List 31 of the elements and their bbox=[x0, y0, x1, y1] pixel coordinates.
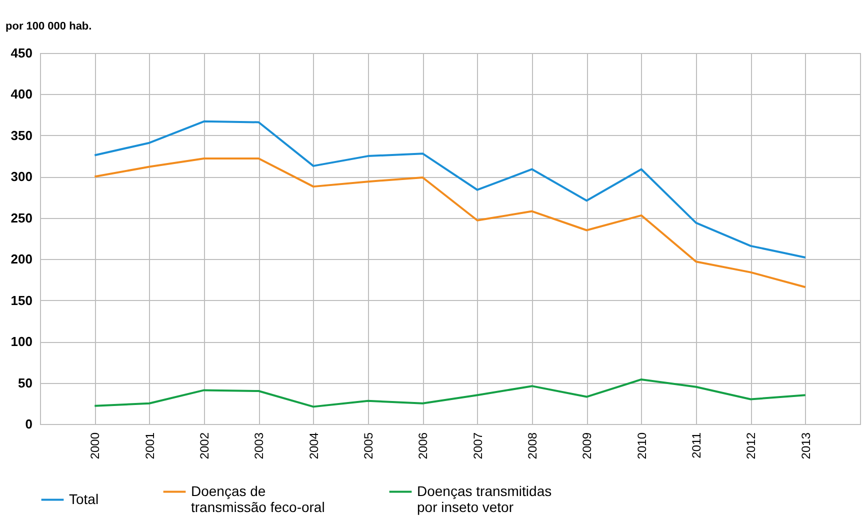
x-tick-label: 2005 bbox=[362, 432, 376, 460]
y-tick-label: 150 bbox=[10, 292, 32, 308]
line-series bbox=[94, 120, 806, 258]
x-tick-label: 2009 bbox=[580, 432, 594, 460]
line-series bbox=[94, 158, 806, 288]
y-tick-label: 50 bbox=[18, 375, 32, 390]
y-tick-label: 200 bbox=[10, 252, 32, 267]
y-tick-label: 350 bbox=[10, 128, 32, 143]
x-tick-label: 2001 bbox=[142, 432, 157, 460]
x-tick-label: 2004 bbox=[306, 432, 321, 460]
x-tick-label: 2013 bbox=[798, 432, 813, 460]
x-tick-label: 2010 bbox=[634, 432, 649, 460]
x-tick-label: 2000 bbox=[88, 432, 102, 460]
x-tick-label: 2008 bbox=[526, 432, 540, 460]
x-tick-label: 2006 bbox=[416, 432, 430, 460]
y-tick-label: 400 bbox=[10, 86, 32, 102]
y-tick-label: 0 bbox=[25, 416, 32, 432]
x-tick-label: 2012 bbox=[744, 432, 758, 460]
y-tick-label: 250 bbox=[10, 210, 32, 226]
legend-label: Doenças transmitidas por inseto vetor bbox=[417, 482, 552, 515]
y-tick-label: 450 bbox=[10, 46, 32, 60]
legend-label: Total bbox=[69, 490, 99, 507]
x-tick-label: 2007 bbox=[470, 432, 485, 460]
y-axis-title: por 100 000 hab. bbox=[6, 20, 92, 32]
x-tick-label: 2011 bbox=[690, 432, 704, 458]
x-tick-label: 2003 bbox=[252, 432, 266, 460]
legend-label: Doenças de transmissão feco-oral bbox=[191, 482, 325, 515]
x-tick-label: 2002 bbox=[198, 432, 212, 460]
y-tick-label: 300 bbox=[10, 169, 32, 184]
line-series bbox=[94, 378, 806, 408]
y-tick-label: 100 bbox=[10, 334, 32, 350]
